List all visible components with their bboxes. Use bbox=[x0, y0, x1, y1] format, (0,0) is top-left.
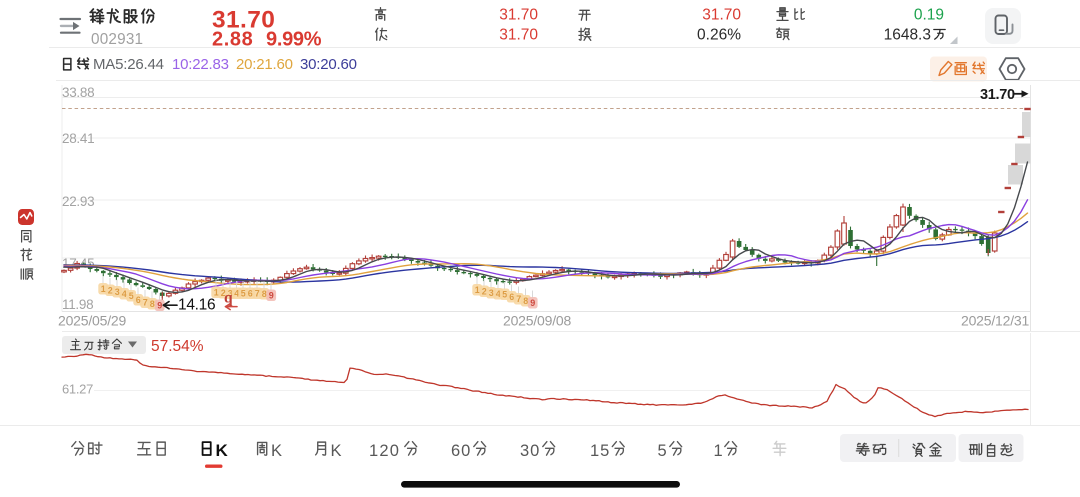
svg-text:57.54%: 57.54% bbox=[151, 338, 204, 355]
svg-text:5: 5 bbox=[502, 290, 507, 300]
svg-text:31.70: 31.70 bbox=[499, 7, 538, 24]
svg-text:0.19: 0.19 bbox=[914, 7, 944, 24]
svg-text:3: 3 bbox=[489, 288, 494, 298]
svg-text:1: 1 bbox=[214, 288, 219, 298]
svg-text:10:22.83: 10:22.83 bbox=[172, 56, 229, 73]
svg-text:30: 30 bbox=[520, 442, 540, 460]
svg-text:15: 15 bbox=[590, 442, 610, 460]
svg-text:7: 7 bbox=[255, 289, 260, 299]
svg-text:K: K bbox=[331, 442, 342, 460]
svg-text:1: 1 bbox=[101, 284, 106, 294]
svg-text:14.16: 14.16 bbox=[178, 297, 215, 314]
svg-text:31.70: 31.70 bbox=[702, 7, 741, 24]
svg-text:8: 8 bbox=[150, 299, 155, 309]
svg-text:30:20.60: 30:20.60 bbox=[300, 56, 357, 73]
svg-text:31.70: 31.70 bbox=[499, 27, 538, 44]
svg-text:002931: 002931 bbox=[91, 31, 143, 48]
svg-text:5: 5 bbox=[658, 442, 667, 460]
svg-text:3: 3 bbox=[115, 287, 120, 297]
svg-text:2025/12/31: 2025/12/31 bbox=[961, 313, 1029, 329]
svg-text:5: 5 bbox=[129, 291, 134, 301]
svg-text:1: 1 bbox=[714, 442, 723, 460]
svg-text:q: q bbox=[224, 290, 233, 307]
svg-text:5: 5 bbox=[241, 289, 246, 299]
svg-text:4: 4 bbox=[496, 289, 501, 299]
svg-text:6: 6 bbox=[248, 289, 253, 299]
svg-text:2025/09/08: 2025/09/08 bbox=[503, 313, 571, 329]
svg-text:31.70: 31.70 bbox=[980, 87, 1015, 103]
svg-text:6: 6 bbox=[136, 295, 141, 305]
svg-text:1: 1 bbox=[475, 285, 480, 295]
svg-text:20:21.60: 20:21.60 bbox=[236, 56, 293, 73]
svg-text:7: 7 bbox=[143, 298, 148, 308]
svg-text:0.26%: 0.26% bbox=[697, 27, 741, 44]
svg-text:120: 120 bbox=[369, 442, 400, 460]
svg-text:9: 9 bbox=[157, 301, 162, 311]
svg-text:4: 4 bbox=[122, 289, 127, 299]
svg-text:MA5:26.44: MA5:26.44 bbox=[93, 56, 164, 73]
svg-text:6: 6 bbox=[509, 292, 514, 302]
svg-text:2: 2 bbox=[108, 286, 113, 296]
svg-text:8: 8 bbox=[262, 289, 267, 299]
svg-text:K: K bbox=[271, 442, 282, 460]
svg-text:1648.3: 1648.3 bbox=[884, 27, 931, 44]
svg-text:2025/05/29: 2025/05/29 bbox=[58, 313, 126, 329]
svg-text:2: 2 bbox=[221, 288, 226, 298]
svg-text:61.27: 61.27 bbox=[62, 382, 93, 397]
svg-text:7: 7 bbox=[516, 294, 521, 304]
svg-text:3: 3 bbox=[228, 289, 233, 299]
svg-text:9: 9 bbox=[530, 298, 535, 308]
svg-text:2: 2 bbox=[482, 287, 487, 297]
svg-text:4: 4 bbox=[234, 289, 239, 299]
svg-text:60: 60 bbox=[451, 442, 471, 460]
svg-text:2.88: 2.88 bbox=[212, 29, 253, 51]
svg-text:9.99%: 9.99% bbox=[266, 29, 322, 51]
svg-text:K: K bbox=[216, 441, 229, 460]
svg-text:9: 9 bbox=[269, 291, 274, 301]
svg-text:31.70: 31.70 bbox=[212, 7, 275, 34]
svg-text:22.93: 22.93 bbox=[62, 194, 94, 209]
svg-text:11.98: 11.98 bbox=[62, 297, 93, 312]
svg-text:33.88: 33.88 bbox=[62, 85, 94, 100]
svg-text:8: 8 bbox=[523, 296, 528, 306]
svg-text:28.41: 28.41 bbox=[62, 131, 94, 146]
